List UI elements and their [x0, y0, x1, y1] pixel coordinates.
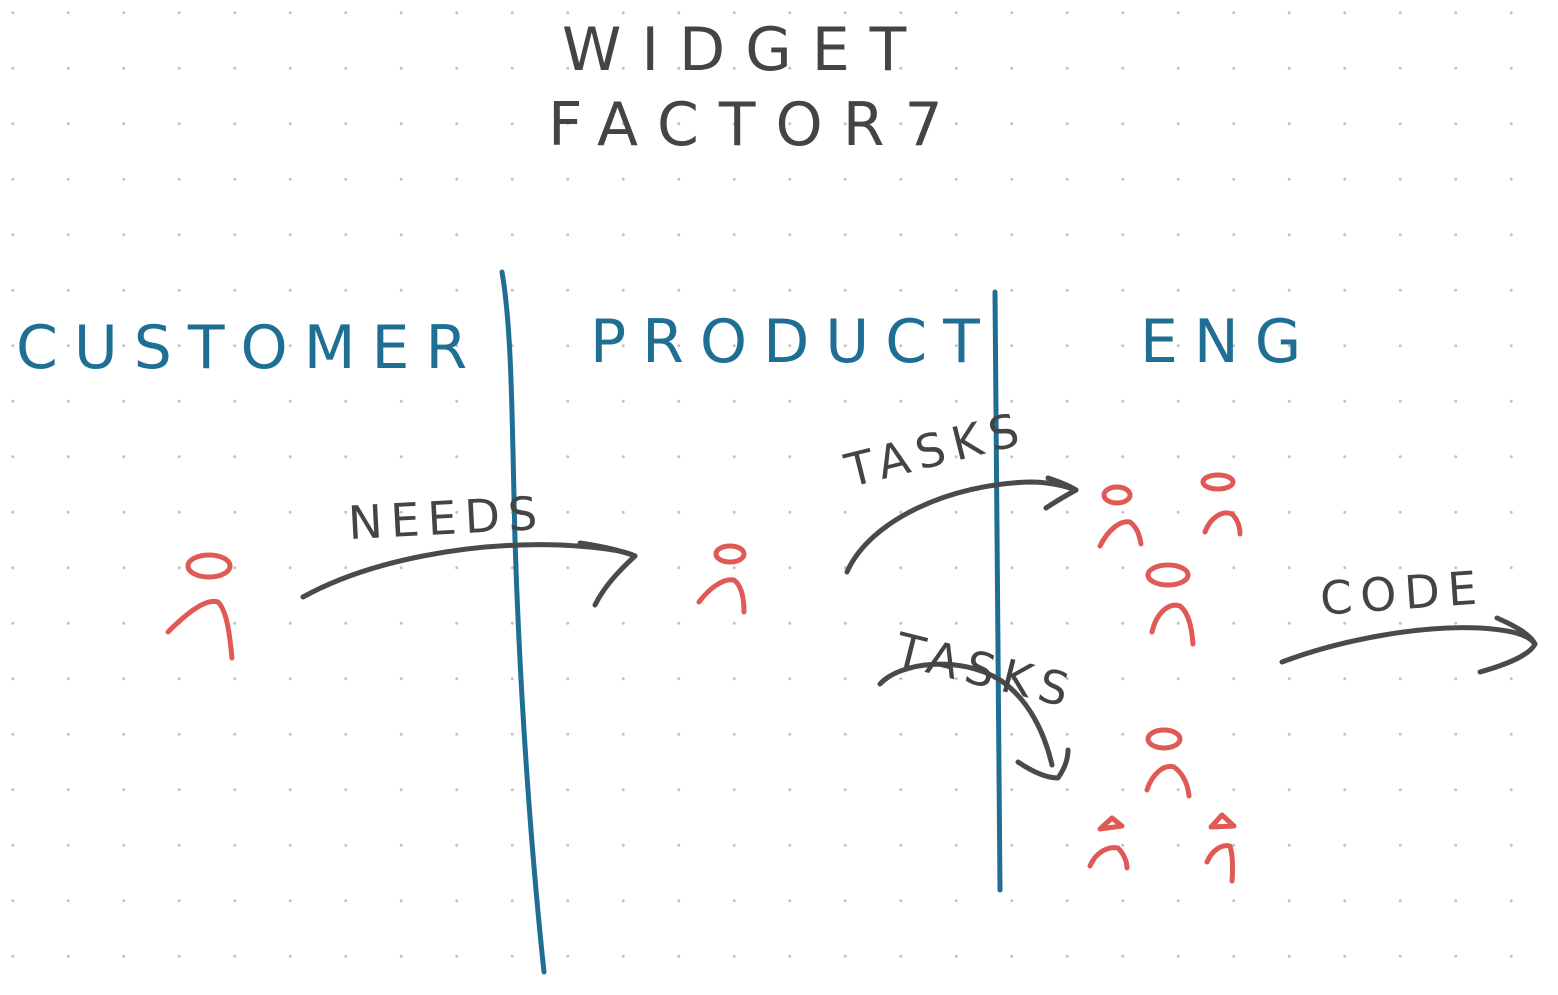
needs-arrow	[300, 540, 638, 608]
page-title-line-1: WIDGET	[562, 15, 927, 85]
engineer-person-icon	[1204, 812, 1237, 884]
lane-divider-product-eng	[992, 289, 1003, 893]
engineer-person-icon	[1145, 562, 1196, 647]
lane-label-product: PRODUCT	[590, 307, 996, 377]
product-person-icon	[696, 543, 747, 615]
tasks-arrow-lower	[877, 661, 1071, 781]
lane-label-customer: CUSTOMER	[16, 313, 484, 383]
arrow-label-needs: NEEDS	[346, 485, 547, 551]
lane-divider-customer-product	[499, 269, 547, 975]
arrow-label-code: CODE	[1318, 560, 1487, 626]
page-title-line-2: FACTOR7	[548, 90, 963, 160]
engineer-person-icon	[1144, 727, 1192, 799]
engineer-person-icon	[1087, 815, 1130, 871]
code-arrow	[1279, 615, 1538, 675]
engineer-person-icon	[1097, 484, 1144, 549]
customer-person-icon	[165, 552, 235, 661]
engineer-person-icon	[1200, 472, 1243, 537]
lane-label-eng: ENG	[1140, 307, 1318, 377]
tasks-arrow-upper	[844, 475, 1079, 575]
